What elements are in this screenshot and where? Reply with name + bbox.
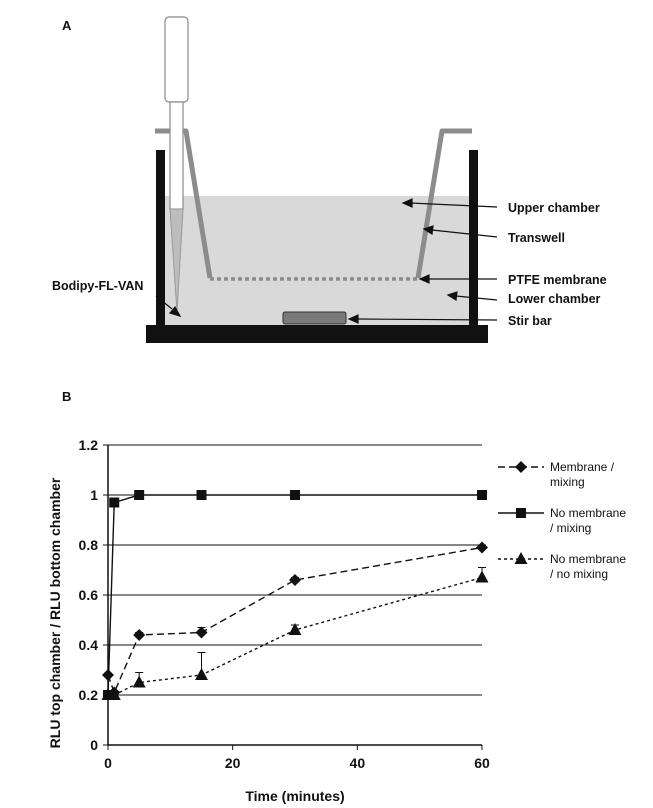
x-tick-label: 40 xyxy=(350,755,366,771)
legend-label: No membrane xyxy=(550,506,626,520)
data-point-triangle xyxy=(107,688,121,700)
beaker-left-wall xyxy=(156,150,165,332)
legend-label: Membrane / xyxy=(550,460,615,474)
data-point-square xyxy=(134,490,145,500)
label-ptfe-membrane: PTFE membrane xyxy=(508,273,607,287)
y-tick-label: 0.6 xyxy=(79,587,99,603)
y-axis-title: RLU top chamber / RLU bottom chamber xyxy=(47,477,63,748)
label-bodipy: Bodipy-FL-VAN xyxy=(52,279,143,293)
panel-b-letter: B xyxy=(62,389,71,404)
stir-bar xyxy=(282,311,347,325)
y-tick-label: 0.8 xyxy=(79,537,99,553)
series-line xyxy=(107,494,482,696)
label-stir-bar: Stir bar xyxy=(508,314,552,328)
label-lower-chamber: Lower chamber xyxy=(508,292,601,306)
panel-a-letter: A xyxy=(62,18,72,33)
beaker-right-wall xyxy=(469,150,478,332)
label-upper-chamber: Upper chamber xyxy=(508,201,600,215)
legend-label: / mixing xyxy=(550,521,591,535)
label-arrows xyxy=(155,198,498,324)
x-axis-title: Time (minutes) xyxy=(245,788,344,804)
legend-entry: No membrane/ mixing xyxy=(498,506,626,535)
data-point-diamond xyxy=(195,626,208,639)
series xyxy=(101,490,489,700)
transwell-diagram: Upper chamber Transwell PTFE membrane Lo… xyxy=(52,16,607,343)
data-point-diamond xyxy=(476,541,488,554)
legend-entry: Membrane /mixing xyxy=(498,460,615,489)
x-tick-label: 20 xyxy=(225,755,241,771)
data-point-triangle xyxy=(132,675,146,688)
data-point-square xyxy=(516,508,526,518)
x-tick-labels: 0 20 40 60 xyxy=(104,755,490,771)
legend-label: No membrane xyxy=(550,552,626,566)
series-diamond xyxy=(102,541,488,699)
series-triangle xyxy=(101,567,489,700)
data-point-triangle xyxy=(475,570,489,583)
data-point-square xyxy=(196,490,207,500)
data-point-square xyxy=(477,490,487,500)
data-point-diamond xyxy=(515,461,527,473)
data-point-triangle xyxy=(288,623,302,635)
x-tick-label: 60 xyxy=(474,755,490,771)
data-point-triangle xyxy=(514,552,528,564)
line-chart: 0 0.2 0.4 0.6 0.8 1 1.2 0 20 40 60 Time (minutes)… xyxy=(47,437,626,804)
transwell-left-side xyxy=(155,128,213,279)
y-tick-label: 0 xyxy=(90,737,98,753)
y-tick-label: 1.2 xyxy=(79,437,99,453)
legend-entry: No membrane/ no mixing xyxy=(498,552,626,581)
legend-label: / no mixing xyxy=(550,567,608,581)
y-tick-label: 0.2 xyxy=(79,687,99,703)
series-line xyxy=(107,546,483,695)
data-point-triangle xyxy=(195,668,208,680)
y-tick-label: 0.4 xyxy=(79,637,99,653)
y-tick-labels: 0 0.2 0.4 0.6 0.8 1 1.2 xyxy=(79,437,99,753)
beaker-base xyxy=(146,325,488,343)
legend-label: mixing xyxy=(550,475,585,489)
y-tick-label: 1 xyxy=(90,487,98,503)
data-point-diamond xyxy=(289,574,301,586)
x-tick-label: 0 xyxy=(104,755,112,771)
data-point-square xyxy=(109,497,120,508)
pipette xyxy=(164,16,189,313)
data-point-diamond xyxy=(133,629,146,641)
label-transwell: Transwell xyxy=(508,231,565,245)
data-point-square xyxy=(290,490,300,500)
